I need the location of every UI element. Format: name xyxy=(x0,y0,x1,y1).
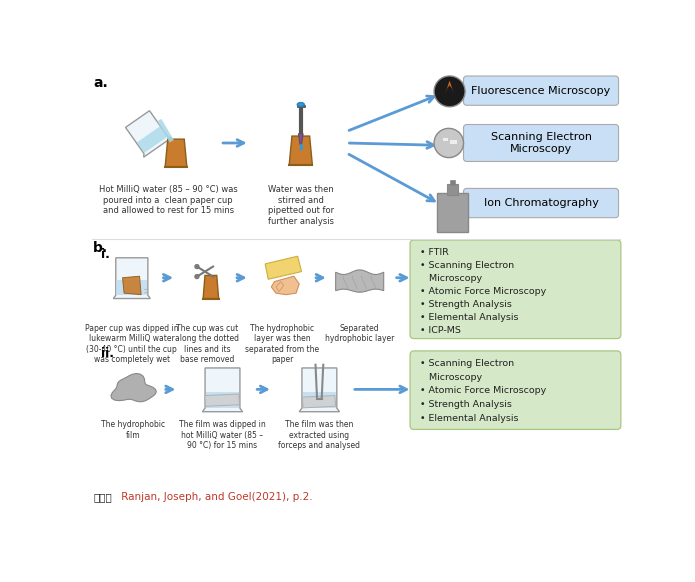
Circle shape xyxy=(434,129,464,158)
Text: 자료：: 자료： xyxy=(93,492,112,502)
Text: Water was then
stirred and
pipetted out for
further analysis: Water was then stirred and pipetted out … xyxy=(268,185,334,226)
Text: a.: a. xyxy=(93,76,108,90)
Text: The hydrophobic
layer was then
separated from the
paper: The hydrophobic layer was then separated… xyxy=(245,324,319,364)
Polygon shape xyxy=(117,280,147,295)
Polygon shape xyxy=(450,180,455,185)
Polygon shape xyxy=(276,282,284,292)
Polygon shape xyxy=(302,396,336,408)
Polygon shape xyxy=(303,392,336,408)
Text: The film was then
extracted using
forceps and analysed: The film was then extracted using forcep… xyxy=(279,420,361,450)
FancyBboxPatch shape xyxy=(410,240,621,339)
Polygon shape xyxy=(206,392,239,408)
Ellipse shape xyxy=(300,148,302,151)
Text: Hot MilliQ water (85 – 90 °C) was
poured into a  clean paper cup
and allowed to : Hot MilliQ water (85 – 90 °C) was poured… xyxy=(99,185,238,215)
Text: i.: i. xyxy=(101,249,110,261)
Polygon shape xyxy=(113,258,150,299)
Polygon shape xyxy=(204,394,240,406)
Text: ii.: ii. xyxy=(101,347,114,360)
Text: • FTIR
• Scanning Electron
   Microscopy
• Atomic Force Microscopy
• Strength An: • FTIR • Scanning Electron Microscopy • … xyxy=(420,249,546,335)
Polygon shape xyxy=(298,134,303,144)
Polygon shape xyxy=(445,81,455,94)
Polygon shape xyxy=(450,140,457,144)
Polygon shape xyxy=(126,111,172,157)
Text: The cup was cut
along the dotted
lines and its
base removed: The cup was cut along the dotted lines a… xyxy=(175,324,239,364)
Text: • Scanning Electron
   Microscopy
• Atomic Force Microscopy
• Strength Analysis
: • Scanning Electron Microscopy • Atomic … xyxy=(420,359,546,423)
Text: The hydrophobic
film: The hydrophobic film xyxy=(101,420,165,439)
Text: b.: b. xyxy=(93,241,108,255)
Circle shape xyxy=(434,76,465,107)
Polygon shape xyxy=(336,270,384,292)
Polygon shape xyxy=(443,137,448,141)
FancyBboxPatch shape xyxy=(464,76,619,105)
Polygon shape xyxy=(289,136,312,165)
Text: Paper cup was dipped in
lukewarm MilliQ water
(30-40 °C) until the cup
was compl: Paper cup was dipped in lukewarm MilliQ … xyxy=(85,324,179,364)
Polygon shape xyxy=(265,256,302,279)
Ellipse shape xyxy=(297,102,304,107)
Polygon shape xyxy=(122,276,141,294)
Text: Ranjan, Joseph, and Goel(2021), p.2.: Ranjan, Joseph, and Goel(2021), p.2. xyxy=(118,492,313,502)
Polygon shape xyxy=(165,139,187,167)
Polygon shape xyxy=(437,193,468,232)
Polygon shape xyxy=(203,275,219,299)
Text: Ion Chromatography: Ion Chromatography xyxy=(484,198,598,208)
Text: Separated
hydrophobic layer: Separated hydrophobic layer xyxy=(325,324,394,343)
Polygon shape xyxy=(271,276,300,294)
Text: Scanning Electron
Microscopy: Scanning Electron Microscopy xyxy=(491,132,591,154)
Text: The film was dipped in
hot MilliQ water (85 –
90 °C) for 15 mins: The film was dipped in hot MilliQ water … xyxy=(179,420,266,450)
Polygon shape xyxy=(111,374,156,402)
Polygon shape xyxy=(300,368,340,411)
FancyBboxPatch shape xyxy=(410,351,621,430)
Polygon shape xyxy=(137,126,167,153)
Text: Fluorescence Microscopy: Fluorescence Microscopy xyxy=(471,86,611,95)
FancyBboxPatch shape xyxy=(464,125,619,161)
Polygon shape xyxy=(202,368,243,411)
Polygon shape xyxy=(448,184,458,194)
FancyBboxPatch shape xyxy=(464,189,619,218)
